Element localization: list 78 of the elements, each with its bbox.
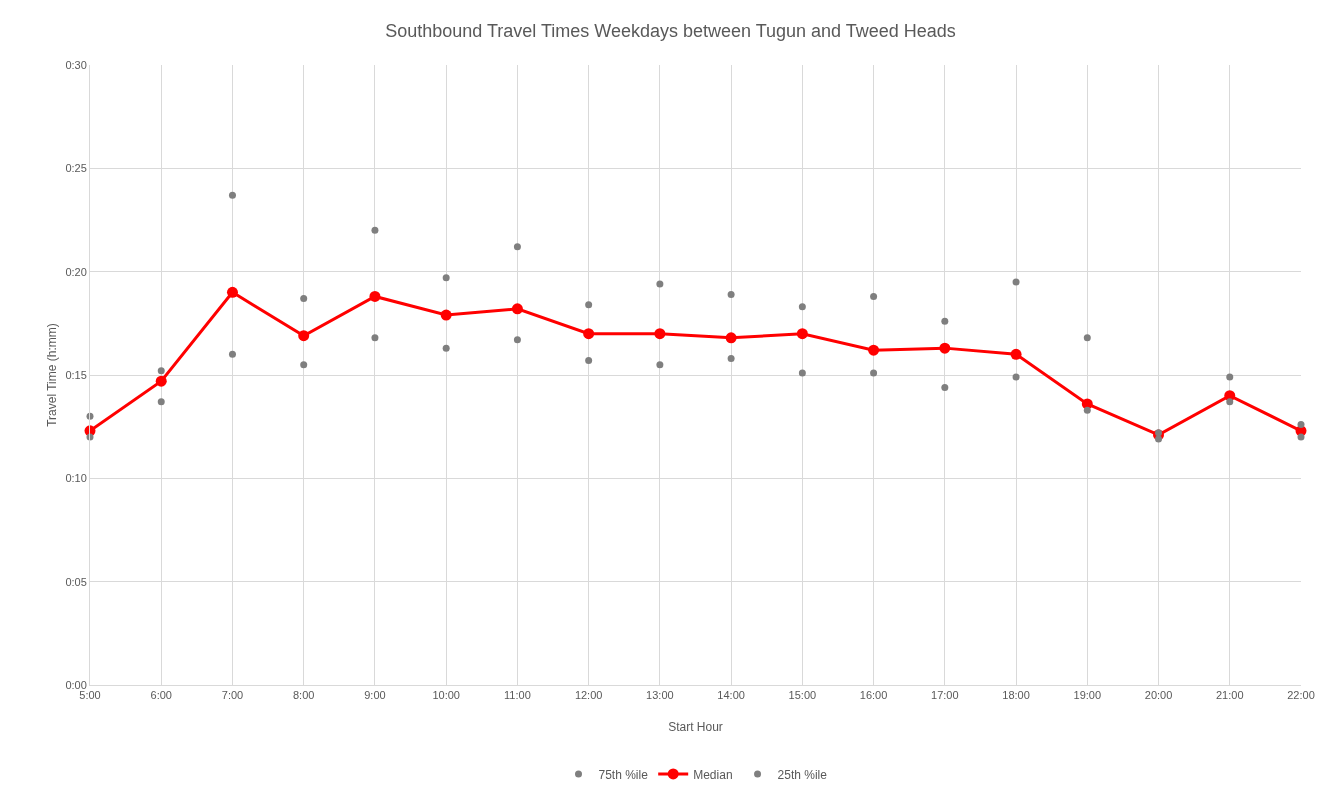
x-tick-label: 21:00 [1215, 689, 1244, 702]
point [1083, 406, 1091, 414]
x-tick-label: 15:00 [788, 689, 817, 702]
point [155, 375, 167, 387]
legend-label: Median [693, 767, 733, 782]
point [1155, 435, 1163, 443]
point [157, 398, 165, 406]
x-tick-label: 8:00 [293, 689, 315, 702]
x-tick-label: 22:00 [1287, 689, 1315, 702]
point [226, 286, 238, 298]
point [870, 292, 878, 300]
x-tick-label: 7:00 [221, 689, 244, 702]
point [442, 274, 450, 282]
point [1297, 421, 1305, 429]
point [1226, 398, 1234, 406]
point [727, 354, 735, 362]
x-tick-label: 12:00 [574, 689, 603, 702]
point [228, 191, 236, 199]
point [725, 332, 737, 344]
y-tick-label: 0:10 [65, 472, 87, 485]
legend-label: 75th %ile [598, 767, 649, 782]
point [228, 350, 236, 358]
x-tick-label: 16:00 [859, 689, 888, 702]
point [1155, 429, 1163, 437]
point [157, 367, 165, 375]
point [870, 369, 878, 377]
point [656, 280, 664, 288]
point [300, 361, 308, 369]
point [511, 303, 523, 315]
point [1010, 348, 1022, 360]
point [798, 303, 806, 311]
x-tick-label: 18:00 [1002, 689, 1030, 702]
point [941, 317, 949, 325]
y-tick-label: 0:30 [65, 58, 87, 71]
x-tick-label: 19:00 [1073, 689, 1102, 702]
y-tick-label: 0:25 [65, 162, 87, 175]
x-tick-label: 6:00 [150, 689, 172, 702]
x-tick-label: 5:00 [79, 689, 101, 702]
y-tick-label: 0:00 [65, 678, 87, 691]
point [939, 342, 951, 354]
point [513, 243, 521, 251]
point [656, 361, 664, 369]
y-tick-label: 0:15 [65, 368, 87, 381]
point [371, 334, 379, 342]
point [941, 383, 949, 391]
point [727, 290, 735, 298]
legend-label: 25th %ile [777, 767, 828, 782]
point [654, 328, 666, 340]
x-tick-label: 14:00 [717, 689, 745, 702]
point [1083, 334, 1091, 342]
point [798, 369, 806, 377]
point [583, 328, 595, 340]
x-tick-label: 20:00 [1144, 689, 1173, 702]
point [369, 290, 381, 302]
y-tick-label: 0:05 [65, 575, 87, 588]
point [300, 295, 308, 303]
point [1226, 373, 1234, 381]
point [1297, 433, 1305, 441]
point [585, 301, 593, 309]
x-tick-label: 10:00 [432, 689, 460, 702]
x-tick-label: 13:00 [646, 689, 674, 702]
y-tick-label: 0:20 [65, 265, 87, 278]
point [1012, 278, 1020, 286]
y-axis-title: Travel Time (h:mm) [45, 323, 59, 427]
x-axis-title: Start Hour [668, 720, 723, 734]
x-tick-label: 11:00 [504, 689, 531, 702]
point [513, 336, 521, 344]
point [298, 330, 310, 342]
point [440, 309, 452, 321]
chart-title: Southbound Travel Times Weekdays between Tugun and Tweed Heads [385, 20, 956, 41]
x-tick-label: 9:00 [364, 689, 386, 702]
point [796, 328, 808, 340]
point [1012, 373, 1020, 381]
point [868, 344, 880, 356]
x-tick-label: 17:00 [931, 689, 959, 702]
point [371, 226, 379, 234]
point [585, 357, 593, 365]
point [442, 344, 450, 352]
